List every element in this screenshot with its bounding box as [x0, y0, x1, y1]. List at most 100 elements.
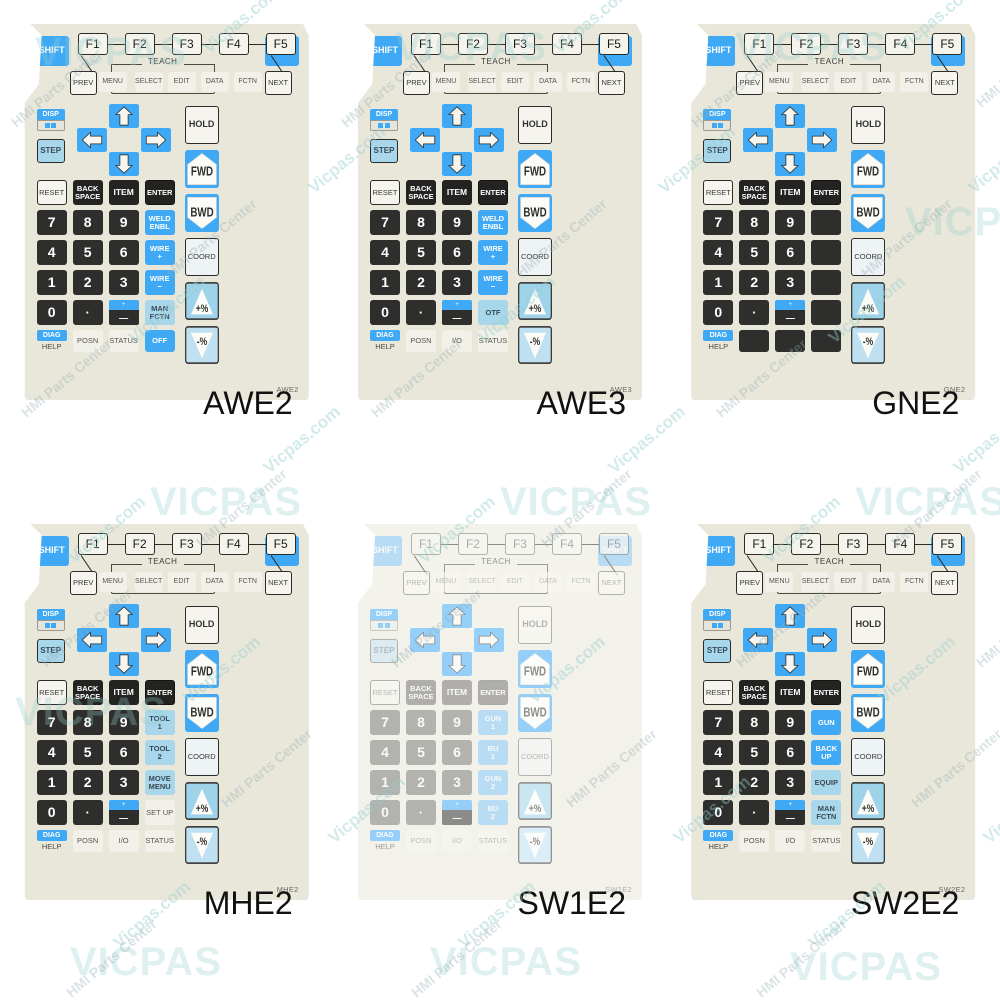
prev-key[interactable]: PREV — [69, 71, 97, 95]
prev-key[interactable]: PREV — [69, 571, 97, 595]
item-key[interactable]: ITEM — [775, 680, 806, 705]
item-key[interactable]: ITEM — [441, 180, 472, 205]
reset-key[interactable]: RESET — [703, 180, 734, 205]
coord-key[interactable]: COORD — [517, 738, 552, 776]
function-key-f3[interactable]: F3 — [171, 33, 202, 55]
diag-help-key[interactable]: DIAG HELP — [369, 830, 400, 852]
sign-key[interactable]: + — — [108, 800, 139, 825]
numeric-key-4[interactable]: 4 — [36, 740, 67, 765]
special-key-gne2-0[interactable] — [811, 210, 842, 235]
numeric-key-2[interactable]: 2 — [405, 770, 436, 795]
function-key-f1[interactable]: F1 — [77, 33, 108, 55]
sign-key[interactable]: + — — [441, 800, 472, 825]
arrow-right-key[interactable] — [473, 628, 504, 652]
numeric-key-6[interactable]: 6 — [441, 740, 472, 765]
coord-key[interactable]: COORD — [517, 238, 552, 276]
shift-left-key[interactable]: SHIFT — [701, 36, 736, 66]
next-key[interactable]: NEXT — [931, 71, 959, 95]
fctn-key[interactable]: FCTN — [900, 572, 929, 592]
numeric-key-6[interactable]: 6 — [108, 740, 139, 765]
select-key[interactable]: SELECT — [134, 572, 163, 592]
numeric-key-2[interactable]: 2 — [739, 770, 770, 795]
enter-key[interactable]: ENTER — [811, 180, 842, 205]
item-key[interactable]: ITEM — [441, 680, 472, 705]
speed-up-key[interactable]: +% — [184, 282, 219, 320]
speed-up-key[interactable]: +% — [184, 782, 219, 820]
bottom-key-mhe2-2[interactable]: I/O — [108, 830, 139, 852]
backspace-key[interactable]: BACK SPACE — [72, 180, 103, 205]
decimal-point-key[interactable]: · — [739, 300, 770, 325]
function-key-f4[interactable]: F4 — [218, 533, 249, 555]
fctn-key[interactable]: FCTN — [900, 72, 929, 92]
step-key[interactable]: STEP — [703, 139, 732, 163]
bwd-key[interactable]: BWD — [184, 194, 219, 232]
next-key[interactable]: NEXT — [931, 571, 959, 595]
function-key-f4[interactable]: F4 — [218, 33, 249, 55]
enter-key[interactable]: ENTER — [811, 680, 842, 705]
special-key-awe2-1[interactable]: WIRE + — [144, 240, 175, 265]
numeric-key-9[interactable]: 9 — [441, 710, 472, 735]
numeric-key-8[interactable]: 8 — [405, 710, 436, 735]
sign-key[interactable]: + — — [108, 300, 139, 325]
arrow-up-key[interactable] — [108, 604, 139, 628]
bottom-key-sw2e2-1[interactable]: POSN — [739, 830, 770, 852]
arrow-down-key[interactable] — [108, 652, 139, 676]
special-key-gne2-1[interactable] — [811, 240, 842, 265]
prev-key[interactable]: PREV — [736, 71, 764, 95]
numeric-key-5[interactable]: 5 — [72, 740, 103, 765]
special-key-sw2e2-2[interactable]: EQUIP — [811, 770, 842, 795]
data-key[interactable]: DATA — [867, 572, 896, 592]
edit-key[interactable]: EDIT — [500, 72, 529, 92]
decimal-point-key[interactable]: · — [405, 300, 436, 325]
data-key[interactable]: DATA — [200, 572, 229, 592]
numeric-key-3[interactable]: 3 — [775, 770, 806, 795]
fwd-key[interactable]: FWD — [851, 150, 886, 188]
decimal-point-key[interactable]: · — [739, 800, 770, 825]
function-key-f2[interactable]: F2 — [124, 533, 155, 555]
special-key-gne2-3[interactable] — [811, 300, 842, 325]
function-key-f1[interactable]: F1 — [744, 533, 775, 555]
next-key[interactable]: NEXT — [264, 71, 292, 95]
disp-key[interactable]: DISP — [36, 109, 65, 131]
hold-key[interactable]: HOLD — [517, 106, 552, 144]
numeric-key-4[interactable]: 4 — [703, 240, 734, 265]
function-key-f4[interactable]: F4 — [885, 533, 916, 555]
arrow-right-key[interactable] — [140, 128, 171, 152]
special-key-mhe2-0[interactable]: TOOL 1 — [144, 710, 175, 735]
speed-down-key[interactable]: -% — [184, 326, 219, 364]
disp-key[interactable]: DISP — [369, 109, 398, 131]
select-key[interactable]: SELECT — [467, 572, 496, 592]
backspace-key[interactable]: BACK SPACE — [72, 680, 103, 705]
reset-key[interactable]: RESET — [36, 680, 67, 705]
diag-help-key[interactable]: DIAG HELP — [703, 830, 734, 852]
numeric-key-1[interactable]: 1 — [369, 270, 400, 295]
speed-down-key[interactable]: -% — [518, 326, 552, 364]
function-key-f1[interactable]: F1 — [410, 533, 441, 555]
menu-key[interactable]: MENU — [98, 72, 127, 92]
prev-key[interactable]: PREV — [402, 571, 430, 595]
next-key[interactable]: NEXT — [597, 71, 625, 95]
numeric-key-2[interactable]: 2 — [739, 270, 770, 295]
speed-down-key[interactable]: -% — [184, 826, 219, 864]
speed-down-key[interactable]: -% — [851, 326, 886, 364]
next-key[interactable]: NEXT — [597, 571, 625, 595]
speed-up-key[interactable]: +% — [851, 782, 886, 820]
backspace-key[interactable]: BACK SPACE — [739, 180, 770, 205]
fwd-key[interactable]: FWD — [184, 150, 219, 188]
function-key-f2[interactable]: F2 — [124, 33, 155, 55]
function-key-f2[interactable]: F2 — [457, 533, 488, 555]
numeric-key-0[interactable]: 0 — [369, 300, 400, 325]
bottom-key-sw2e2-3[interactable]: STATUS — [811, 830, 842, 852]
speed-down-key[interactable]: -% — [518, 826, 552, 864]
numeric-key-0[interactable]: 0 — [369, 800, 400, 825]
enter-key[interactable]: ENTER — [477, 680, 508, 705]
numeric-key-9[interactable]: 9 — [775, 210, 806, 235]
menu-key[interactable]: MENU — [431, 72, 460, 92]
numeric-key-7[interactable]: 7 — [703, 210, 734, 235]
hold-key[interactable]: HOLD — [851, 106, 886, 144]
special-key-sw2e2-0[interactable]: GUN — [811, 710, 842, 735]
diag-help-key[interactable]: DIAG HELP — [36, 330, 67, 352]
enter-key[interactable]: ENTER — [477, 180, 508, 205]
data-key[interactable]: DATA — [533, 572, 562, 592]
numeric-key-1[interactable]: 1 — [36, 270, 67, 295]
